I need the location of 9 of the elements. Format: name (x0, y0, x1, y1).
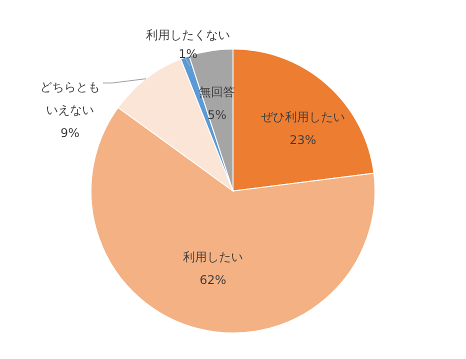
slice-label: どちらともいえない (40, 80, 100, 117)
data-label: 5% (207, 108, 227, 122)
data-label: 1% (178, 47, 198, 61)
data-label: 62% (200, 273, 226, 287)
slice-label: ぜひ利用したい (261, 110, 345, 124)
slice-label: 利用したい (183, 250, 243, 264)
data-label: 9% (60, 126, 80, 140)
data-label: 23% (290, 133, 316, 147)
slice-label: 利用したくない (146, 28, 230, 42)
